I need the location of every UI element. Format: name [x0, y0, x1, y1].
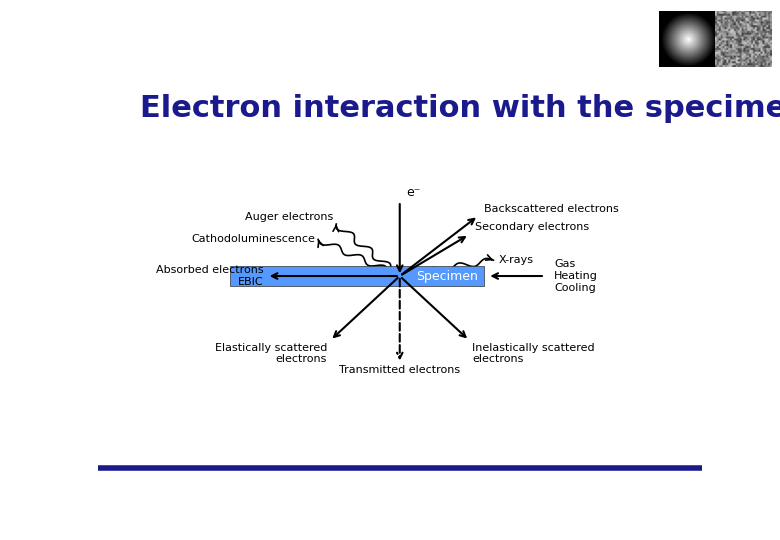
Text: Inelastically scattered
electrons: Inelastically scattered electrons: [473, 342, 595, 364]
Text: e⁻: e⁻: [406, 186, 420, 199]
Text: Electron interaction with the specimen: Electron interaction with the specimen: [140, 94, 780, 123]
Text: Backscattered electrons: Backscattered electrons: [484, 204, 619, 214]
Text: Absorbed electrons
EBIC: Absorbed electrons EBIC: [156, 265, 264, 287]
Text: Secondary electrons: Secondary electrons: [475, 222, 590, 232]
Text: Auger electrons: Auger electrons: [245, 212, 333, 222]
Text: Specimen: Specimen: [417, 269, 478, 282]
Text: Transmitted electrons: Transmitted electrons: [339, 366, 460, 375]
Text: Cathodoluminescence: Cathodoluminescence: [191, 234, 315, 245]
Text: Elastically scattered
electrons: Elastically scattered electrons: [215, 342, 328, 364]
Text: Gas
Heating
Cooling: Gas Heating Cooling: [554, 259, 597, 293]
Text: X-rays: X-rays: [498, 255, 534, 265]
FancyBboxPatch shape: [231, 266, 484, 286]
